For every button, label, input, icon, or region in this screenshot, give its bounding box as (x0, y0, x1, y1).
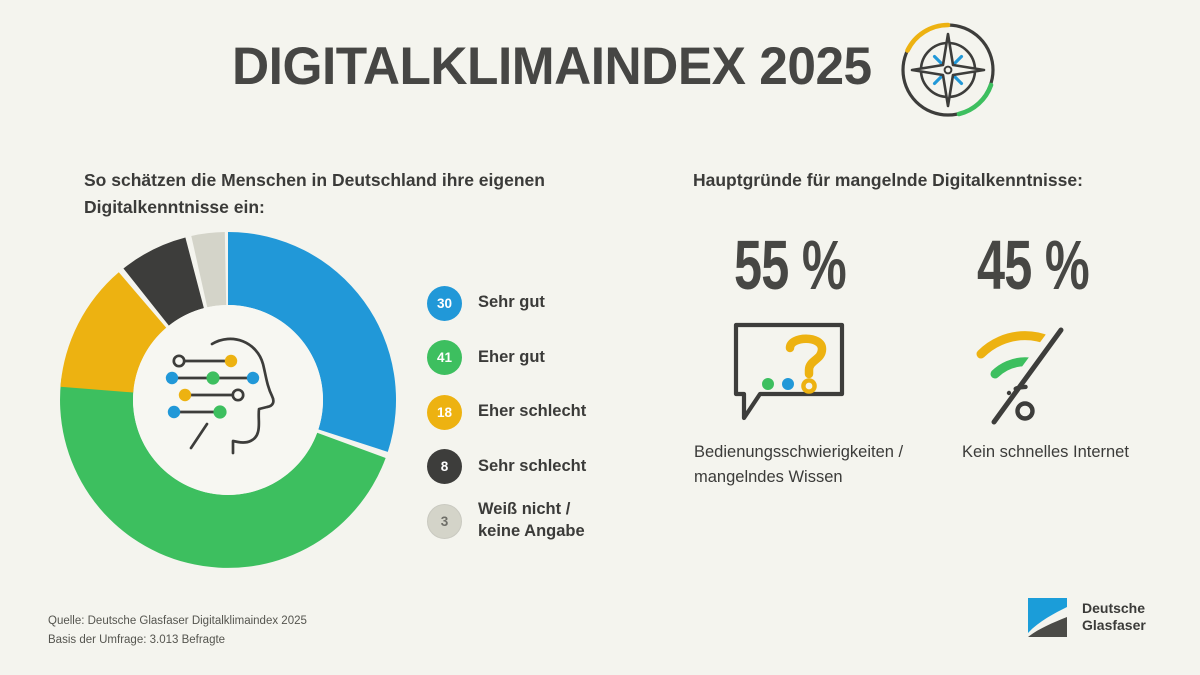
speech-bubble-question-icon (694, 316, 944, 428)
donut-slice-sehr-schlecht (123, 237, 204, 326)
legend-label: Weiß nicht / keine Angabe (478, 500, 585, 541)
donut-slice-eher-gut (60, 378, 386, 568)
legend-item-sehr-schlecht: 8 Sehr schlecht (427, 440, 627, 495)
compass-icon (897, 19, 999, 121)
donut-slice-eher-schlecht (60, 272, 167, 393)
head-circuit-icon (154, 322, 304, 474)
right-section-heading: Hauptgründe für mangelnde Digitalkenntni… (693, 170, 1083, 190)
digital-skills-donut-chart (58, 230, 398, 570)
brand-mark-icon (1025, 594, 1070, 640)
header: DIGITALKLIMAINDEX 2025 (0, 0, 1200, 140)
legend-item-eher-schlecht: 18 Eher schlecht (427, 385, 627, 440)
legend-item-eher-gut: 41 Eher gut (427, 331, 627, 386)
legend-item-weiss-nicht: 3 Weiß nicht / keine Angabe (427, 494, 627, 549)
donut-svg (60, 232, 397, 568)
reason-label: Kein schnelles Internet (962, 443, 1129, 461)
legend-label: Sehr gut (478, 293, 545, 312)
legend-label: Sehr schlecht (478, 456, 587, 475)
deutsche-glasfaser-logo: Deutsche Glasfaser (1025, 593, 1175, 641)
source-note: Quelle: Deutsche Glasfaser Digitalklimai… (48, 615, 307, 646)
chart-legend: 30 Sehr gut 41 Eher gut 18 Eher schlecht… (427, 276, 627, 549)
brand-name: Deutsche Glasfaser (1082, 599, 1146, 633)
legend-badge: 30 (427, 285, 462, 321)
left-section-heading: So schätzen die Menschen in Deutschland … (84, 170, 545, 217)
legend-badge: 8 (427, 449, 462, 485)
legend-badge: 3 (427, 503, 462, 539)
reason-card-usability: 55 % Bedienungsschwierigkeiten / mangeln… (694, 230, 944, 490)
legend-badge: 41 (427, 340, 462, 376)
legend-item-sehr-gut: 30 Sehr gut (427, 276, 627, 331)
wifi-off-icon (962, 316, 1192, 428)
donut-slice-weiss-nicht (191, 232, 227, 308)
donut-slice-sehr-gut (228, 232, 397, 452)
legend-badge: 18 (427, 394, 462, 430)
reason-percentage: 55 % (734, 226, 847, 304)
reason-percentage: 45 % (977, 226, 1090, 304)
reason-label: Bedienungsschwierigkeiten / mangelndes W… (694, 443, 904, 487)
page-title: DIGITALKLIMAINDEX 2025 (232, 37, 872, 96)
reason-card-internet: 45 % (962, 230, 1192, 465)
legend-label: Eher schlecht (478, 402, 587, 421)
legend-label: Eher gut (478, 347, 545, 366)
